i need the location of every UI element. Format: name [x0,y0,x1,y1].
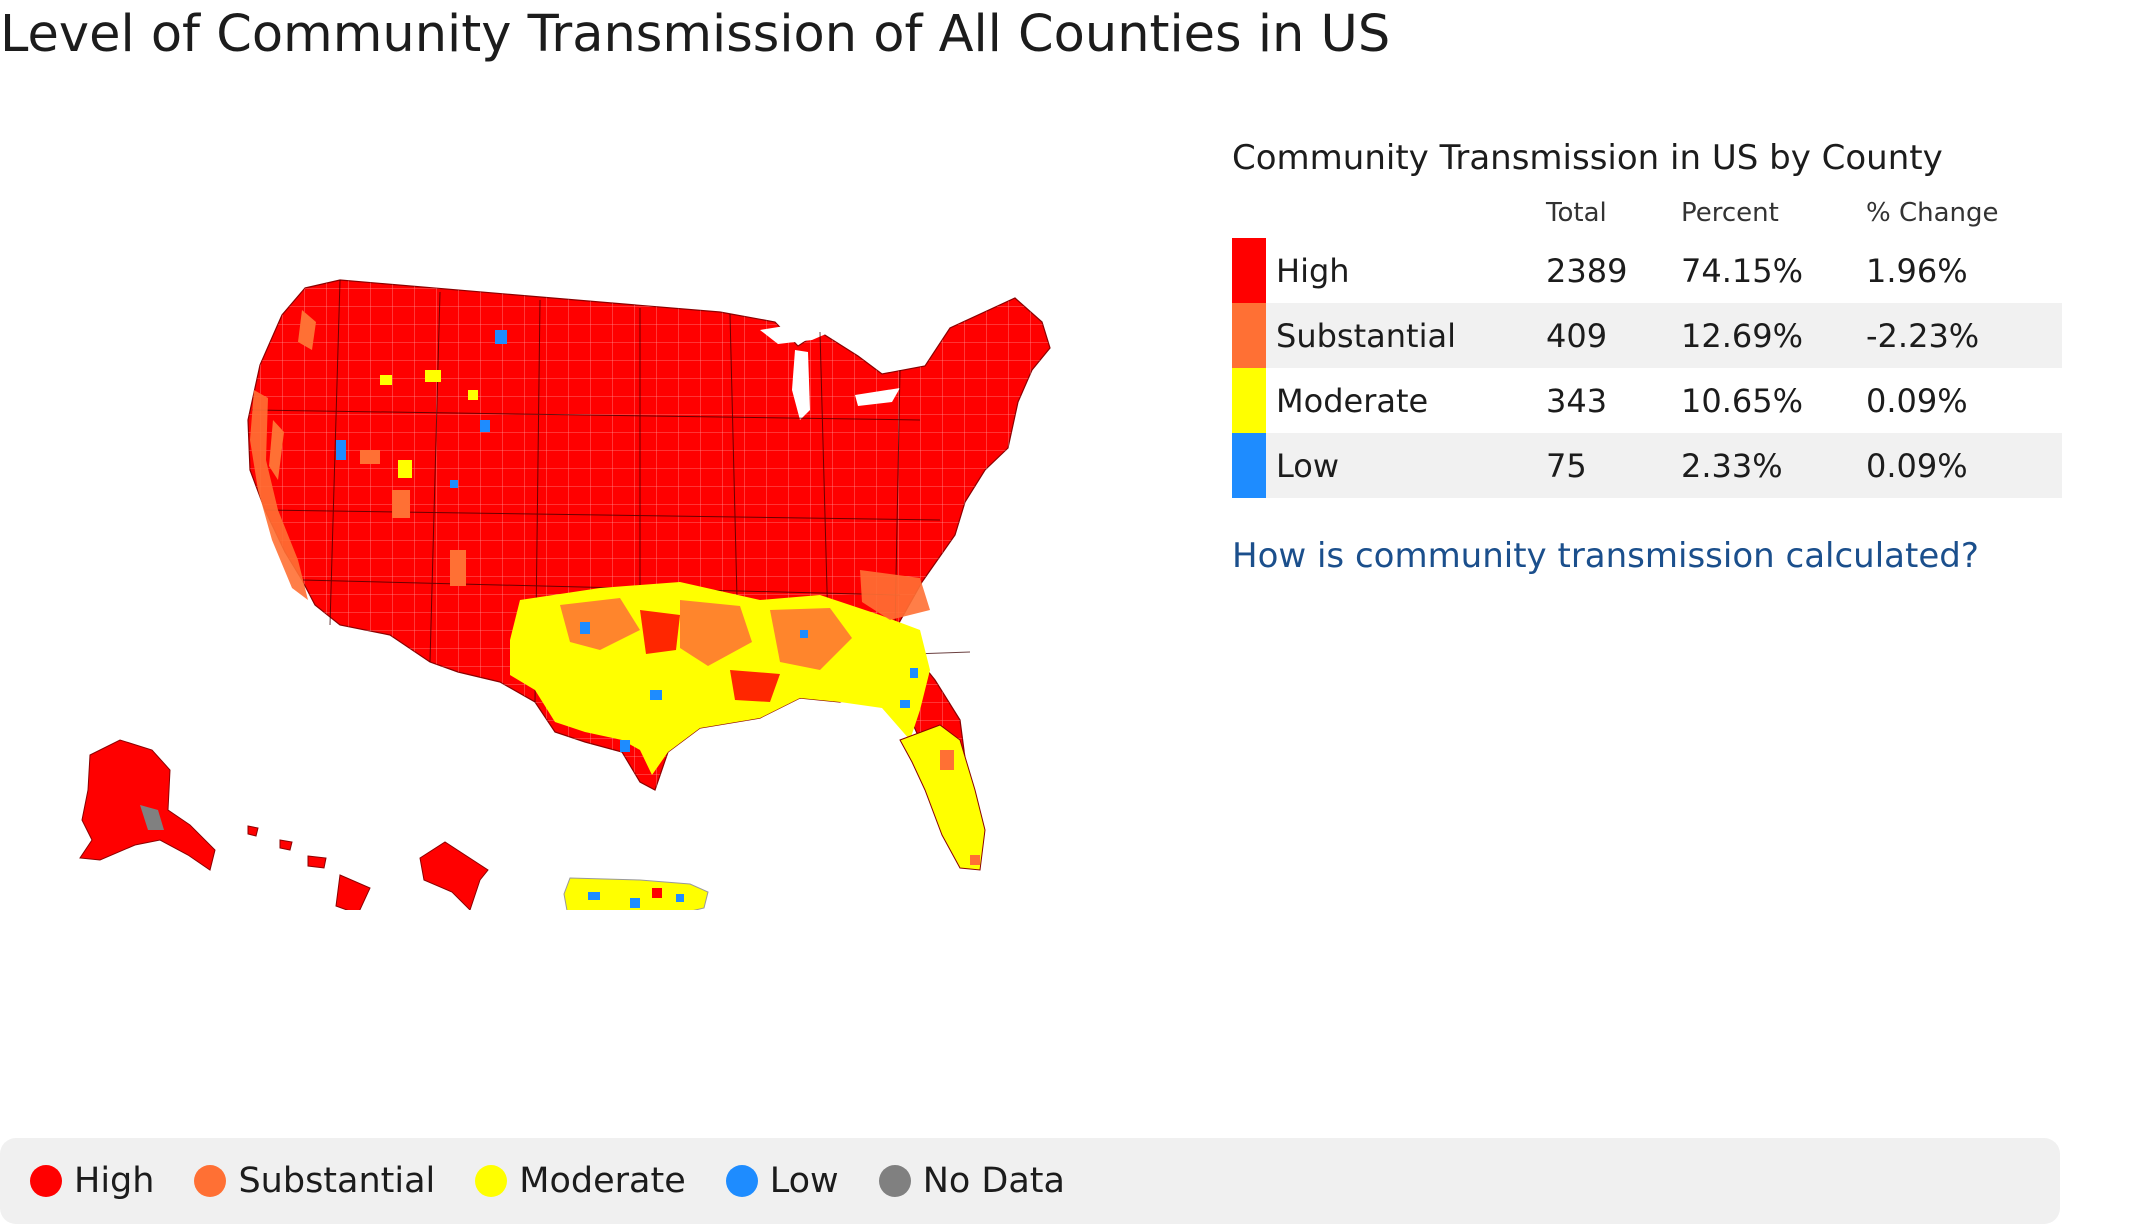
low-swatch [1232,433,1266,498]
legend-label: Low [769,1161,839,1201]
row-total: 343 [1546,381,1608,420]
row-percent: 12.69% [1681,303,1866,368]
territory-shape [419,841,489,910]
no-data-dot-icon [878,1165,911,1197]
legend-item-substantial[interactable]: Substantial [194,1161,435,1201]
table-row-high: High 2389 74.15% 1.96% [1232,238,2062,303]
header-percent: Percent [1681,198,1779,228]
row-percent: 74.15% [1681,251,1804,290]
low-dot-icon [725,1165,758,1197]
substantial-dot-icon [194,1165,227,1197]
row-change: 1.96% [1866,251,1968,290]
hawaii-islands [247,825,371,910]
table-row-moderate: Moderate 343 10.65% 0.09% [1232,368,2062,433]
legend-item-moderate[interactable]: Moderate [475,1161,686,1201]
table-row-substantial: Substantial 409 12.69% -2.23% [1232,303,2062,368]
puerto-rico-shape [563,877,709,910]
florida-shape [899,724,986,871]
west-coast-substantial-region [250,390,308,600]
summary-panel: Community Transmission in US by County T… [1232,130,2062,576]
row-percent: 2.33% [1681,433,1866,498]
row-change: 0.09% [1866,381,1968,420]
summary-header-row: Total Percent % Change [1232,188,2062,238]
legend-item-low[interactable]: Low [725,1161,839,1201]
alaska-shape [79,739,216,871]
moderate-swatch [1232,368,1266,433]
high-dot-icon [30,1165,62,1197]
row-label: Low [1266,433,1546,498]
high-swatch [1232,238,1266,303]
header-change: % Change [1866,198,1999,228]
row-total: 409 [1546,303,1681,368]
moderate-dot-icon [475,1165,508,1197]
legend-label: Substantial [238,1161,436,1201]
legend-label: Moderate [519,1161,686,1201]
legend-label: No Data [922,1161,1065,1201]
summary-title: Community Transmission in US by County [1232,138,1943,178]
legend-label: High [74,1161,155,1201]
us-county-map[interactable] [40,270,1070,910]
header-total: Total [1546,198,1607,228]
header-swatch [1232,188,1266,238]
table-row-low: Low 75 2.33% 0.09% [1232,433,2062,498]
header-level [1266,188,1546,238]
legend-item-high[interactable]: High [30,1161,154,1201]
row-change: 0.09% [1866,433,2062,498]
map-legend: High Substantial Moderate Low No Data [0,1138,2060,1224]
row-label: High [1276,251,1350,290]
legend-item-no-data[interactable]: No Data [878,1161,1065,1201]
row-label: Moderate [1276,381,1429,420]
calculation-method-link[interactable]: How is community transmission calculated… [1232,536,1979,576]
row-total: 2389 [1546,251,1628,290]
summary-table: Total Percent % Change High 2389 74.15% … [1232,188,2062,498]
row-total: 75 [1546,433,1681,498]
row-label: Substantial [1266,303,1546,368]
row-change: -2.23% [1866,303,2062,368]
substantial-swatch [1232,303,1266,368]
page-title: Level of Community Transmission of All C… [0,5,1391,64]
row-percent: 10.65% [1681,381,1804,420]
